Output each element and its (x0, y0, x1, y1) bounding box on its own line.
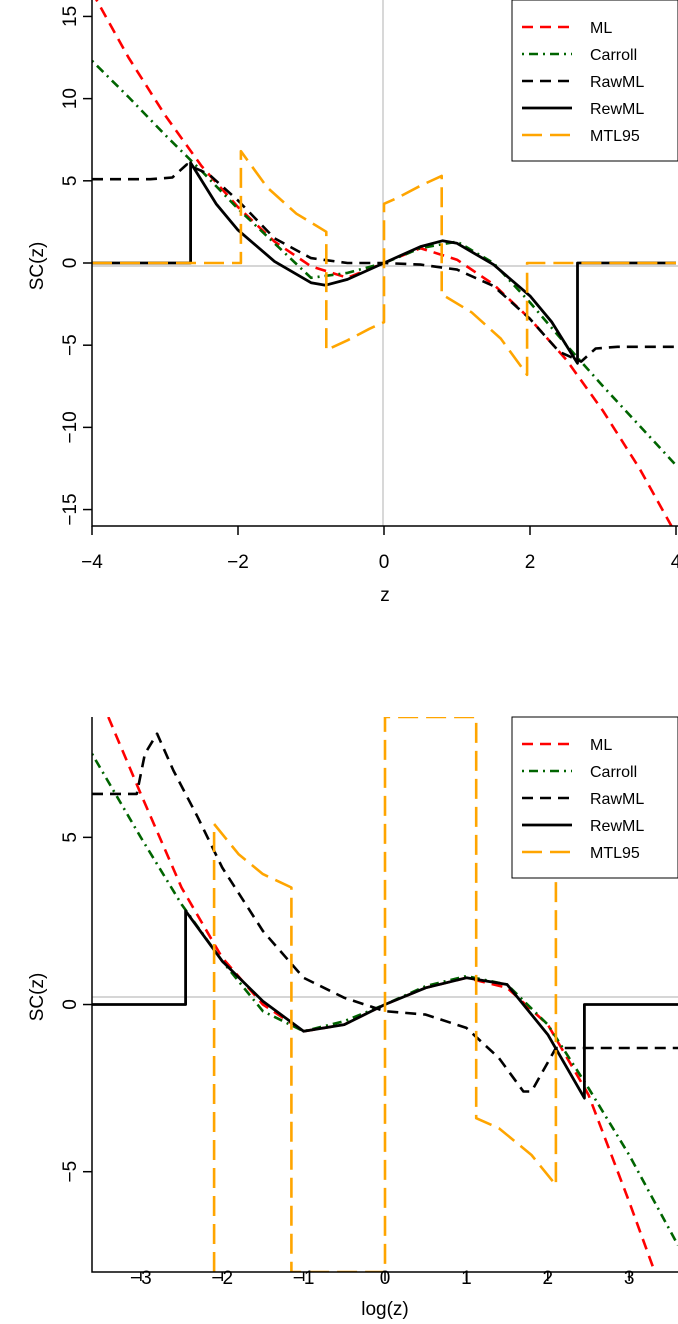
chart-panel-2: −3 −2 −1 0 1 2 3 −5 0 5 log(z) SC(z) ML Carroll Ra… (27, 716, 678, 1320)
series-group (92, 717, 678, 1272)
series-group (92, 0, 677, 526)
legend-label: RewML (590, 101, 644, 118)
x-tick-label: −4 (81, 552, 103, 573)
x-axis-title: z (380, 585, 390, 606)
x-tick-label: 0 (380, 1268, 391, 1289)
y-axis-title: SC(z) (27, 242, 48, 291)
y-axis: −5 0 5 (60, 832, 92, 1183)
x-tick-label: −3 (130, 1268, 152, 1289)
legend-label: RawML (590, 74, 644, 91)
y-tick-label: −15 (60, 493, 81, 525)
legend-label: Carroll (590, 764, 637, 781)
chart-panel-1: −4 −2 0 2 4 −15 −10 −5 0 5 10 15 z SC(z) ML Carroll… (27, 0, 678, 606)
legend: ML Carroll RawML RewML MTL95 (511, 716, 678, 879)
y-tick-label: −5 (60, 1161, 81, 1183)
x-tick-label: 2 (525, 552, 536, 573)
series-line-mtl95 (212, 717, 558, 1272)
y-tick-label: −5 (60, 334, 81, 356)
y-tick-label: 15 (60, 6, 81, 27)
legend-label: RawML (590, 791, 644, 808)
y-axis-title: SC(z) (27, 973, 48, 1022)
x-axis: −3 −2 −1 0 1 2 3 (130, 1268, 634, 1289)
legend: ML Carroll RawML RewML MTL95 (511, 0, 678, 162)
y-tick-label: 5 (60, 832, 81, 843)
x-tick-label: 1 (461, 1268, 472, 1289)
legend-label: MTL95 (590, 128, 640, 145)
y-tick-label: −10 (60, 411, 81, 443)
legend-label: RewML (590, 818, 644, 835)
legend-label: ML (590, 737, 612, 754)
legend-label: Carroll (590, 47, 637, 64)
x-tick-label: −2 (227, 552, 249, 573)
series-line-rawml (92, 732, 678, 1093)
y-axis: −15 −10 −5 0 5 10 15 (60, 6, 92, 526)
y-tick-label: 5 (60, 176, 81, 187)
legend-label: ML (590, 20, 612, 37)
y-tick-label: 10 (60, 88, 81, 109)
series-line-mtl95 (92, 149, 676, 377)
plot-frame (91, 717, 678, 1273)
x-tick-label: 3 (624, 1268, 635, 1289)
x-axis: −4 −2 0 2 4 (81, 526, 678, 573)
x-tick-label: 2 (542, 1268, 553, 1289)
legend-label: MTL95 (590, 845, 640, 862)
x-axis-title: log(z) (361, 1299, 409, 1320)
y-tick-label: 0 (60, 999, 81, 1010)
x-tick-label: −2 (211, 1268, 233, 1289)
x-tick-label: 0 (379, 552, 390, 573)
x-tick-label: −1 (293, 1268, 315, 1289)
x-tick-label: 4 (671, 552, 678, 573)
y-tick-label: 0 (60, 258, 81, 269)
